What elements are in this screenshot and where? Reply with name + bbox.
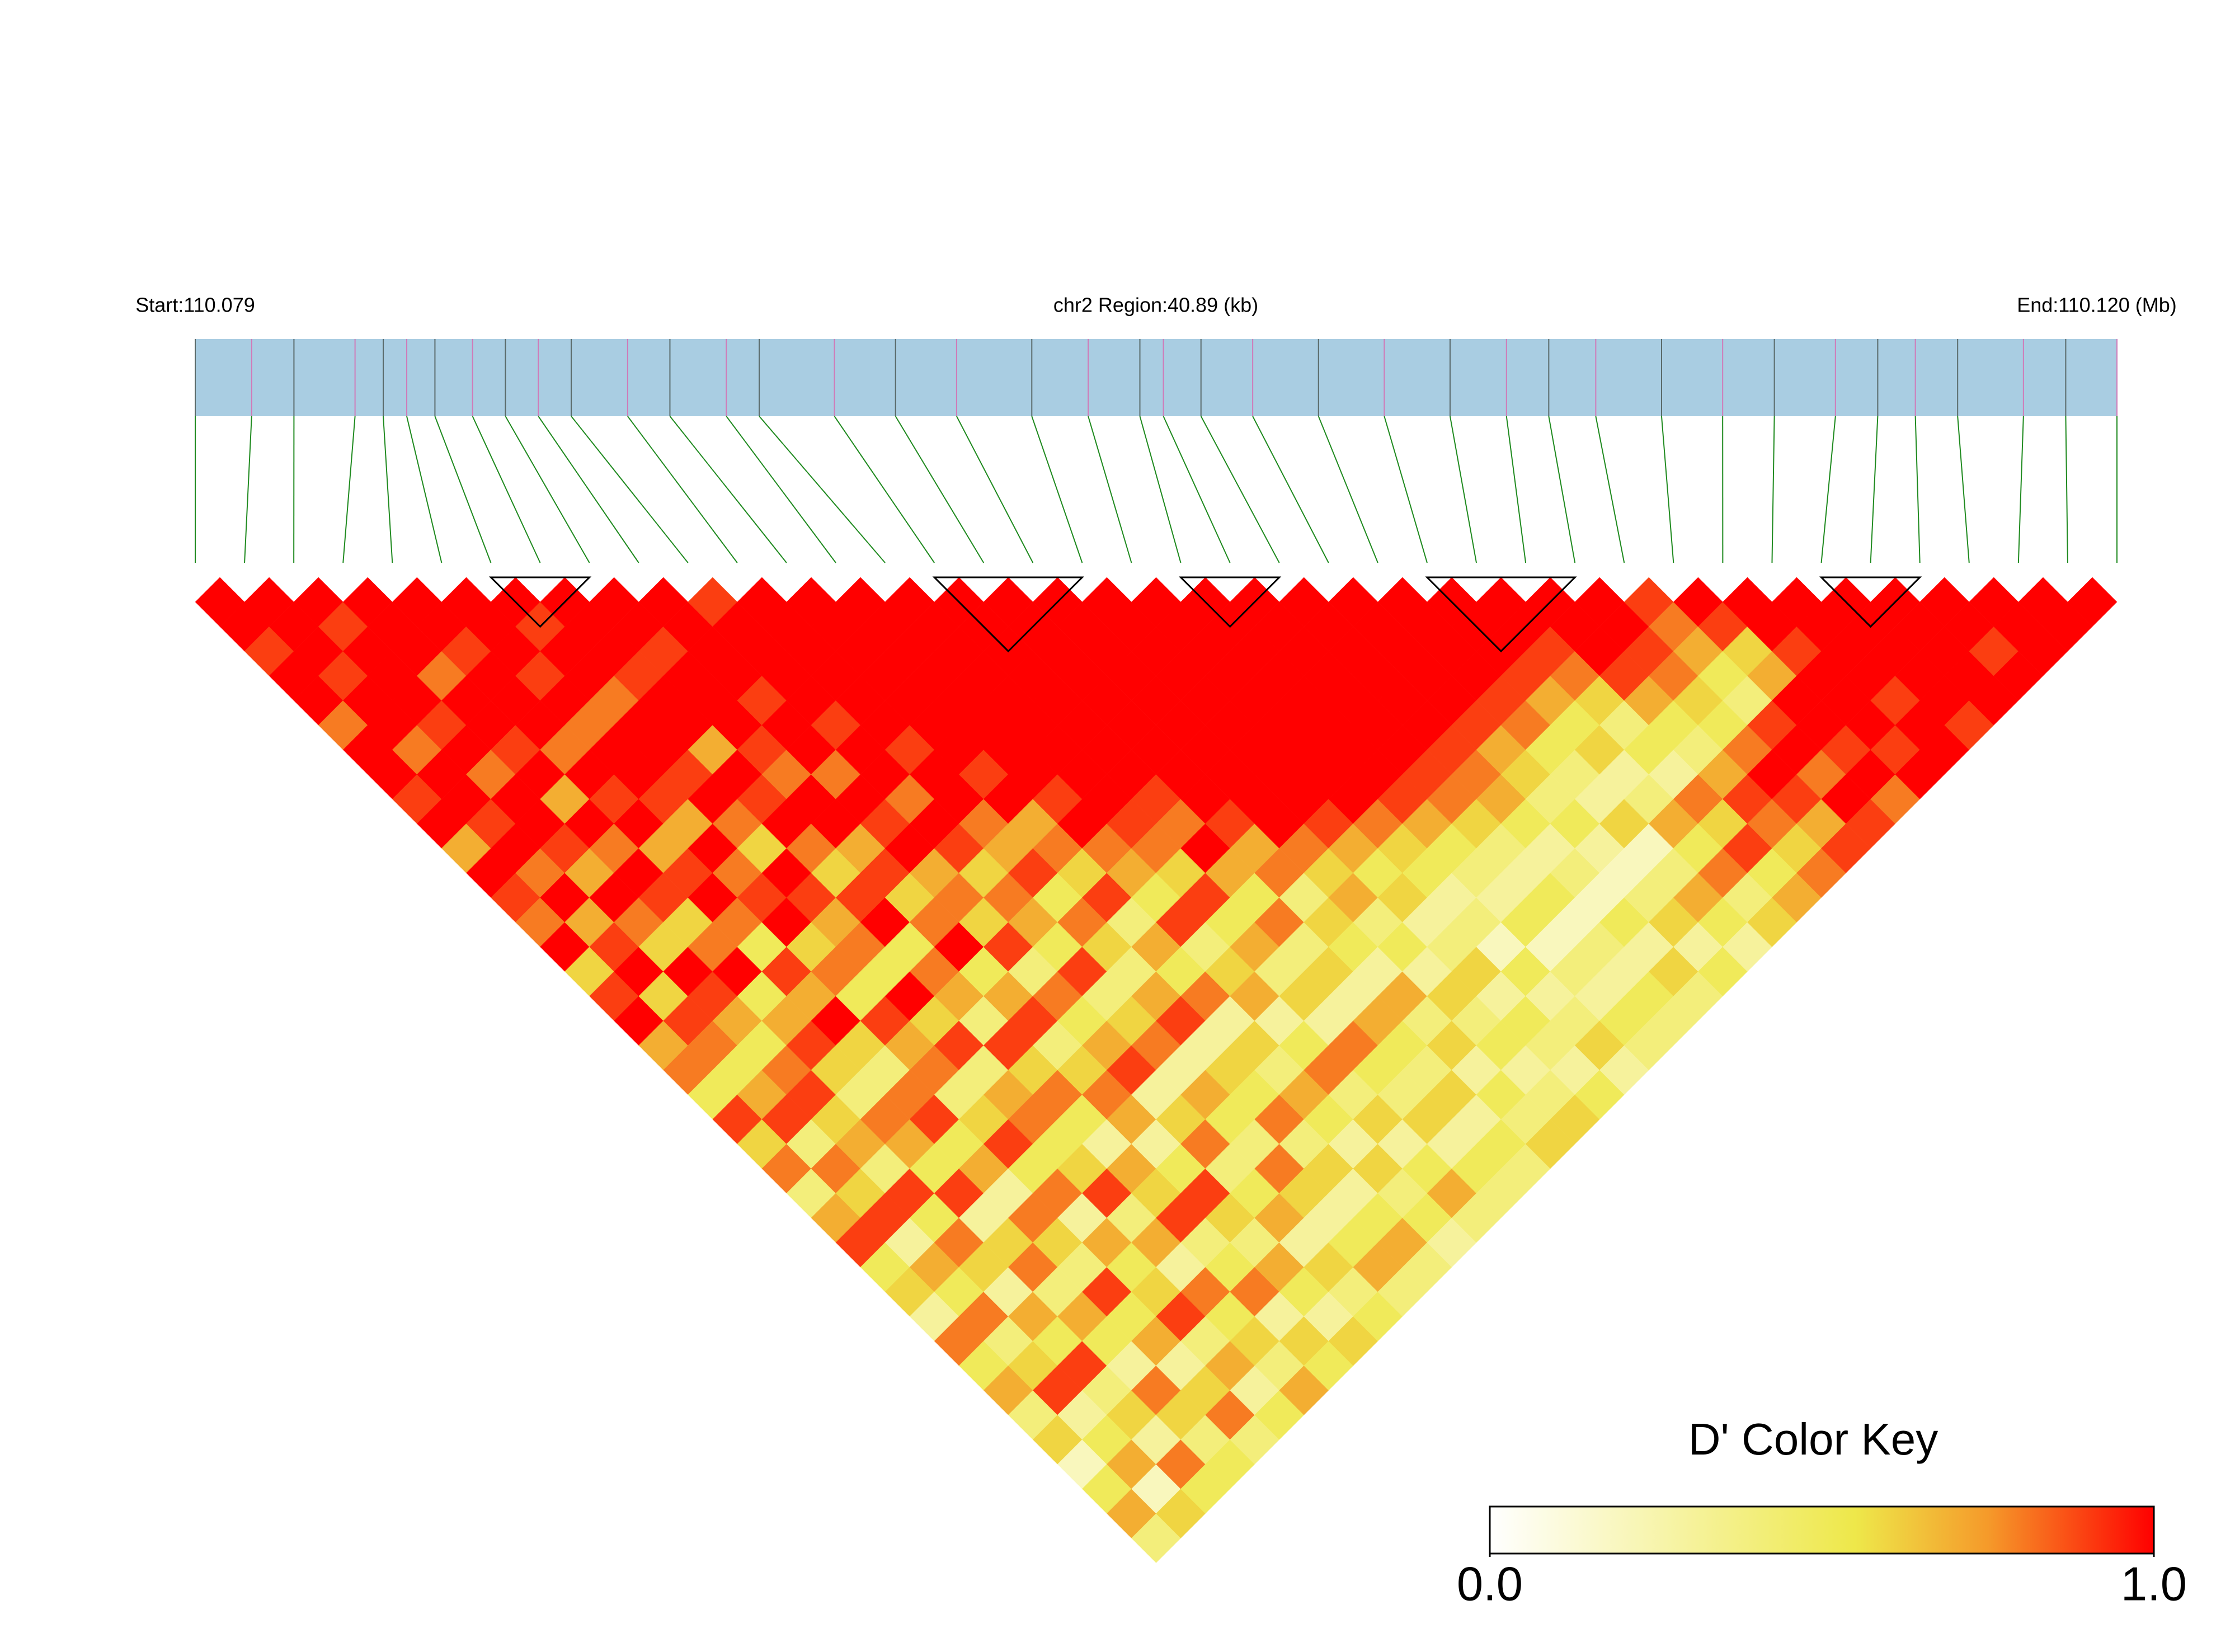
snp-connector (1252, 416, 1329, 563)
ld-block (932, 576, 1085, 653)
snp-connector (834, 416, 935, 563)
gene-bar (195, 339, 2117, 416)
snp-connector (956, 416, 1034, 563)
ld-block (488, 576, 592, 628)
color-key-title: D' Color Key (1688, 1414, 1938, 1464)
snp-connector (759, 416, 886, 563)
ld-block (1425, 576, 1577, 653)
snp-connector (472, 416, 541, 563)
color-key (1489, 1505, 2155, 1555)
snp-connector (2017, 416, 2024, 563)
snp-connector (505, 416, 590, 563)
snp-connector (1200, 416, 1280, 563)
snp-connector (1031, 416, 1083, 563)
snp-connector (1548, 416, 1576, 563)
region-label: chr2 Region:40.89 (kb) (1053, 294, 1258, 317)
color-key-label: 1.0 (2121, 1557, 2187, 1611)
snp-connector (1505, 416, 1527, 563)
snp-connector (538, 416, 639, 563)
snp-connector (1139, 416, 1182, 563)
snp-connector (1088, 416, 1132, 563)
end-label: End:110.120 (Mb) (2017, 294, 2177, 317)
ld-cell (2067, 577, 2118, 627)
snp-connector (1449, 416, 1477, 563)
snp-connector (627, 416, 738, 563)
snp-connector (1384, 416, 1428, 563)
snp-connector (1771, 416, 1775, 563)
snp-connector (1957, 416, 1970, 563)
snp-connector (434, 416, 492, 563)
snp-connector (726, 416, 836, 563)
snp-connector (1595, 416, 1625, 563)
snp-connector (1163, 416, 1231, 563)
snp-connector (1914, 416, 1921, 563)
snp-connector (1820, 416, 1836, 563)
snp-connector (406, 416, 443, 563)
ld-block (1819, 576, 1922, 628)
snp-connector (383, 416, 393, 563)
snp-connector (2065, 416, 2068, 563)
snp-connector (571, 416, 689, 563)
ld-block (1178, 576, 1282, 628)
color-key-label: 0.0 (1457, 1557, 1523, 1611)
snp-connector (1318, 416, 1378, 563)
snp-connector (342, 416, 356, 563)
snp-connector (669, 416, 787, 563)
snp-connector (1660, 416, 1674, 563)
snp-connector (1870, 416, 1879, 563)
snp-connector (895, 416, 985, 563)
start-label: Start:110.079 (135, 294, 255, 317)
snp-connector (244, 416, 252, 563)
